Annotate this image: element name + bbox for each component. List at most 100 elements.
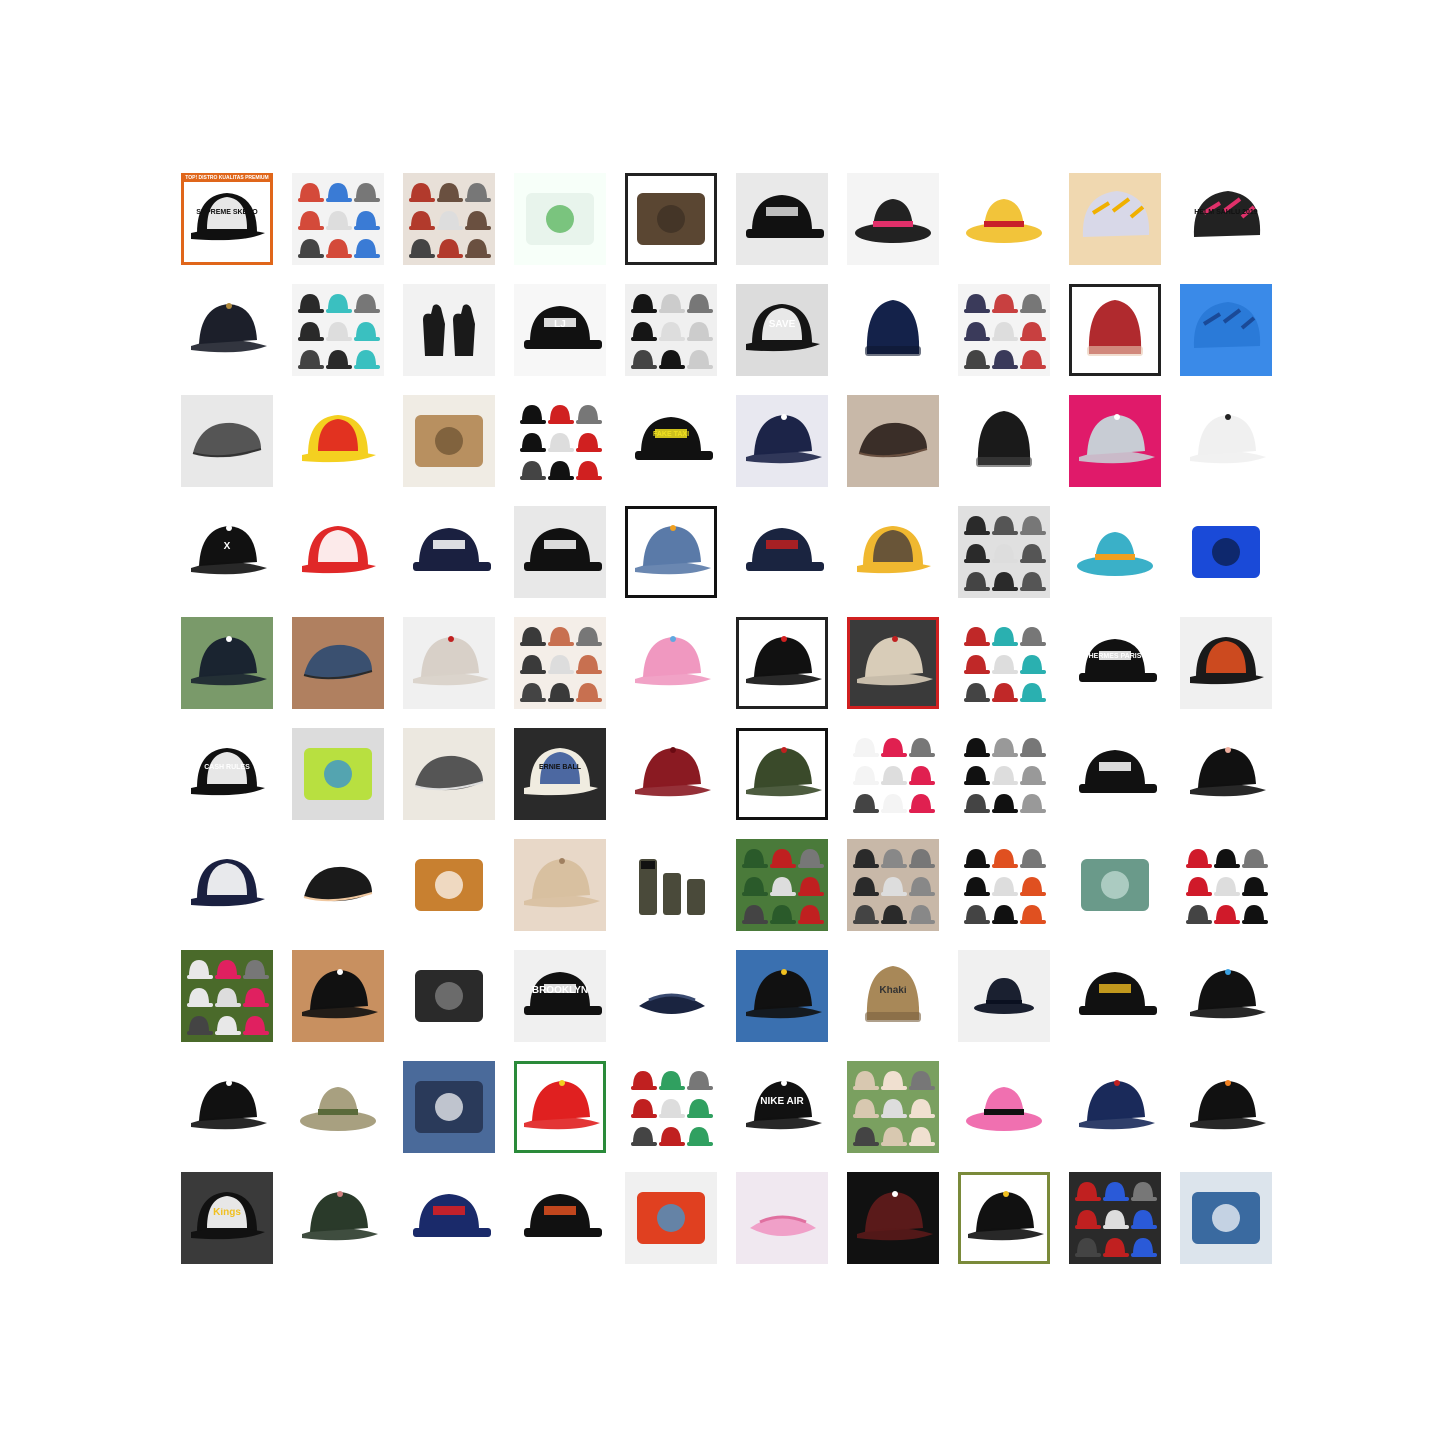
cap-collage-image bbox=[514, 617, 606, 709]
product-thumbnail bbox=[1180, 839, 1272, 931]
product-photo-image bbox=[403, 1061, 495, 1153]
product-thumbnail bbox=[1180, 950, 1272, 1042]
baseball-cap-image bbox=[514, 1061, 606, 1153]
product-thumbnail bbox=[514, 395, 606, 487]
product-photo-image bbox=[403, 950, 495, 1042]
baseball-cap-image bbox=[181, 284, 273, 376]
product-photo-image bbox=[403, 395, 495, 487]
product-thumbnail bbox=[1069, 173, 1161, 265]
bucket-hat-image bbox=[1069, 506, 1161, 598]
trucker-cap-image bbox=[181, 1172, 273, 1264]
product-thumbnail bbox=[403, 617, 495, 709]
product-thumbnail bbox=[736, 395, 828, 487]
product-thumbnail: X bbox=[181, 506, 273, 598]
baseball-cap-image bbox=[847, 617, 939, 709]
product-thumbnail bbox=[958, 395, 1050, 487]
beanie-image bbox=[847, 950, 939, 1042]
product-thumbnail bbox=[292, 395, 384, 487]
baseball-cap-image bbox=[1180, 395, 1272, 487]
cap-collage-image bbox=[292, 173, 384, 265]
bowler-hat-image bbox=[958, 950, 1050, 1042]
product-thumbnail: LJ bbox=[514, 284, 606, 376]
product-thumbnail bbox=[292, 728, 384, 820]
visor-image bbox=[736, 1172, 828, 1264]
product-thumbnail bbox=[1180, 284, 1272, 376]
product-thumbnail bbox=[625, 617, 717, 709]
product-thumbnail bbox=[181, 950, 273, 1042]
cap-collage-image bbox=[736, 839, 828, 931]
product-thumbnail bbox=[292, 1061, 384, 1153]
product-thumbnail: Khaki bbox=[847, 950, 939, 1042]
visor-image bbox=[625, 950, 717, 1042]
product-thumbnail bbox=[847, 506, 939, 598]
baseball-cap-image bbox=[736, 950, 828, 1042]
product-thumbnail bbox=[847, 728, 939, 820]
trucker-cap-image bbox=[1180, 617, 1272, 709]
snapback-image bbox=[514, 284, 606, 376]
product-thumbnail bbox=[403, 839, 495, 931]
bucket-hat-image bbox=[958, 173, 1050, 265]
flat-cap-image bbox=[292, 839, 384, 931]
snapback-image bbox=[736, 173, 828, 265]
cap-collage-image bbox=[181, 950, 273, 1042]
product-thumbnail bbox=[847, 395, 939, 487]
product-thumbnail: ERNIE BALL bbox=[514, 728, 606, 820]
product-thumbnail bbox=[958, 506, 1050, 598]
baseball-cap-image bbox=[403, 617, 495, 709]
product-thumbnail bbox=[1180, 728, 1272, 820]
baseball-cap-image bbox=[736, 728, 828, 820]
product-thumbnail bbox=[736, 506, 828, 598]
flat-cap-image bbox=[292, 617, 384, 709]
baseball-cap-image bbox=[1069, 395, 1161, 487]
cap-collage-image bbox=[958, 506, 1050, 598]
baseball-cap-image bbox=[736, 395, 828, 487]
baseball-cap-image bbox=[181, 1061, 273, 1153]
product-thumbnail bbox=[625, 839, 717, 931]
belt-image bbox=[625, 839, 717, 931]
baseball-cap-image bbox=[514, 839, 606, 931]
product-thumbnail bbox=[958, 173, 1050, 265]
trucker-cap-image bbox=[736, 284, 828, 376]
flat-cap-image bbox=[181, 395, 273, 487]
product-thumbnail bbox=[292, 617, 384, 709]
snapback-image bbox=[514, 506, 606, 598]
product-thumbnail bbox=[1180, 1061, 1272, 1153]
product-thumbnail bbox=[625, 1172, 717, 1264]
product-thumbnail bbox=[1180, 506, 1272, 598]
product-thumbnail bbox=[403, 395, 495, 487]
cap-collage-image bbox=[847, 728, 939, 820]
product-thumbnail bbox=[181, 1061, 273, 1153]
product-thumbnail: CASH RULES bbox=[181, 728, 273, 820]
beanie-image bbox=[1069, 284, 1161, 376]
flat-cap-image bbox=[847, 395, 939, 487]
snapback-image bbox=[403, 1172, 495, 1264]
bucket-hat-image bbox=[292, 1061, 384, 1153]
cap-collage-image bbox=[958, 728, 1050, 820]
gloves-image bbox=[403, 284, 495, 376]
snapback-image bbox=[514, 950, 606, 1042]
baseball-cap-image bbox=[181, 506, 273, 598]
product-thumbnail: Kings bbox=[181, 1172, 273, 1264]
product-thumbnail: SAVE bbox=[736, 284, 828, 376]
product-photo-image bbox=[292, 728, 384, 820]
product-thumbnail bbox=[625, 284, 717, 376]
product-thumbnail bbox=[514, 839, 606, 931]
product-thumbnail: BROOKLYN bbox=[514, 950, 606, 1042]
product-thumbnail bbox=[514, 617, 606, 709]
product-thumbnail bbox=[514, 173, 606, 265]
product-thumbnail bbox=[514, 1061, 606, 1153]
helmet-image bbox=[1180, 173, 1272, 265]
product-thumbnail bbox=[181, 839, 273, 931]
product-thumbnail bbox=[292, 506, 384, 598]
product-thumbnail bbox=[514, 1172, 606, 1264]
product-thumbnail bbox=[625, 1061, 717, 1153]
product-thumbnail bbox=[847, 173, 939, 265]
product-thumbnail bbox=[292, 173, 384, 265]
product-thumbnail bbox=[1069, 950, 1161, 1042]
product-thumbnail bbox=[625, 728, 717, 820]
snapback-image bbox=[736, 506, 828, 598]
trucker-cap-image bbox=[292, 506, 384, 598]
cap-collage-image bbox=[958, 284, 1050, 376]
bucket-hat-image bbox=[847, 173, 939, 265]
